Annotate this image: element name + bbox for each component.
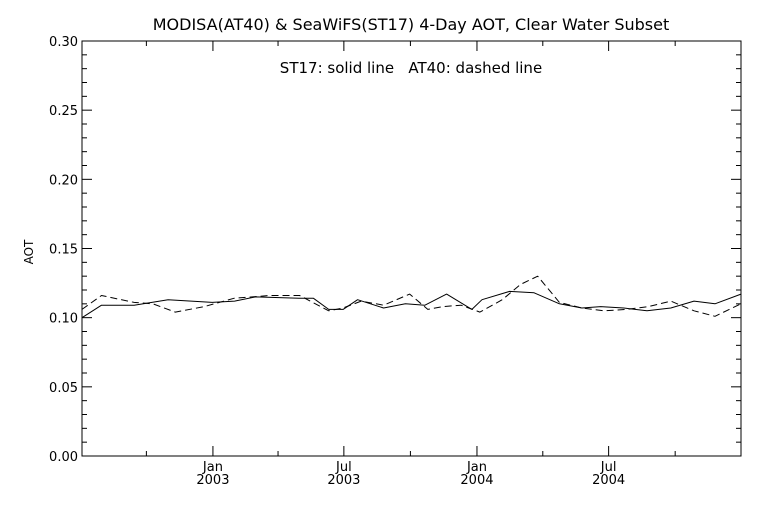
- x-tick-label-month: Jul: [335, 460, 352, 475]
- series-line-at40: [81, 275, 742, 317]
- x-tick-label-year: 2004: [592, 473, 625, 488]
- x-tick-label-year: 2003: [327, 473, 360, 488]
- y-tick-label: 0.10: [49, 312, 78, 327]
- x-tick-label-month: Jan: [466, 460, 487, 475]
- x-tick-label-month: Jan: [202, 460, 223, 475]
- plot-frame: [81, 40, 742, 457]
- x-tick-label-year: 2003: [196, 473, 229, 488]
- y-tick-label: 0.30: [49, 35, 78, 50]
- y-tick-label: 0.05: [49, 381, 78, 396]
- chart-annotation: ST17: solid line AT40: dashed line: [280, 59, 542, 77]
- y-tick-label: 0.00: [49, 450, 78, 465]
- y-tick-label: 0.15: [49, 243, 78, 258]
- y-axis-label: AOT: [22, 239, 36, 264]
- x-tick-label-month: Jul: [600, 460, 617, 475]
- y-tick-label: 0.20: [49, 173, 78, 188]
- y-tick-label: 0.25: [49, 104, 78, 119]
- x-tick-label-year: 2004: [460, 473, 493, 488]
- chart-title: MODISA(AT40) & SeaWiFS(ST17) 4-Day AOT, …: [153, 15, 670, 34]
